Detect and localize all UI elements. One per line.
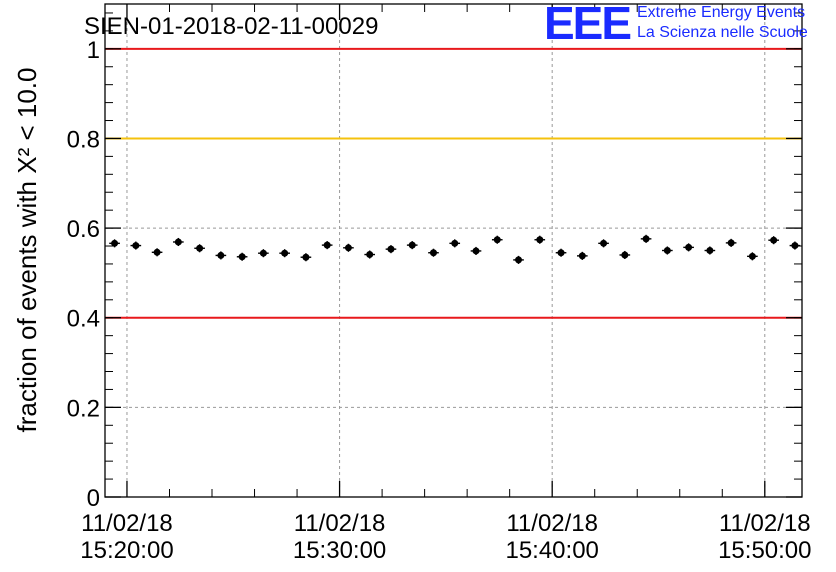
data-point — [259, 249, 267, 257]
data-points — [109, 234, 801, 264]
x-tick-label-date: 11/02/18 — [719, 510, 811, 537]
reference-lines — [105, 47, 802, 319]
eee-logo-mark: EEE — [544, 0, 632, 49]
data-point — [281, 249, 289, 257]
y-tick-label: 0.8 — [67, 126, 100, 153]
data-point — [217, 251, 225, 259]
data-point — [663, 247, 671, 254]
y-tick-label: 0.4 — [67, 306, 100, 333]
data-point — [408, 241, 416, 249]
data-point — [578, 252, 586, 260]
chart-title: SIEN-01-2018-02-11-00029 — [84, 13, 378, 40]
data-point — [770, 236, 778, 244]
plot-frame — [104, 3, 803, 498]
data-point — [642, 235, 650, 243]
data-point — [153, 248, 161, 256]
data-point — [536, 236, 544, 244]
data-point — [302, 253, 310, 261]
x-tick-label-time: 15:40:00 — [505, 537, 598, 564]
eee-logo: EEE Extreme Energy Events La Scienza nel… — [544, 0, 834, 49]
data-point — [451, 239, 459, 247]
y-tick-label: 0.6 — [67, 216, 100, 243]
logo-line-2: La Scienza nelle Scuole — [637, 24, 808, 41]
data-point — [600, 239, 608, 247]
data-point — [344, 244, 352, 252]
x-tick-label-time: 15:30:00 — [293, 537, 386, 564]
data-point — [706, 247, 714, 254]
data-point — [366, 251, 374, 259]
x-tick-label-date: 11/02/18 — [294, 510, 386, 537]
data-point — [196, 244, 204, 252]
data-point — [387, 245, 395, 253]
x-tick-label-date: 11/02/18 — [81, 510, 173, 537]
data-point — [515, 256, 523, 264]
data-point — [132, 242, 140, 250]
data-point — [685, 243, 693, 251]
data-point — [493, 236, 501, 244]
data-point — [174, 238, 182, 246]
y-tick-label: 1 — [87, 37, 100, 64]
logo-line-1: Extreme Energy Events — [637, 4, 806, 21]
x-tick-label-time: 15:20:00 — [80, 537, 173, 564]
data-point — [557, 249, 565, 257]
data-point — [238, 253, 246, 261]
data-point — [429, 249, 437, 257]
data-point — [748, 252, 756, 260]
y-tick-label: 0 — [87, 485, 100, 512]
data-point — [323, 241, 331, 249]
data-point — [472, 247, 480, 255]
data-point — [621, 251, 629, 259]
x-tick-label-time: 15:50:00 — [718, 537, 811, 564]
x-tick-label-date: 11/02/18 — [506, 510, 598, 537]
y-tick-label: 0.2 — [67, 395, 100, 422]
data-point — [111, 239, 119, 247]
data-point — [727, 239, 735, 247]
axes: 00.20.40.60.8111/02/1815:20:0011/02/1815… — [67, 4, 812, 564]
y-axis-label: fraction of events with X² < 10.0 — [12, 68, 42, 433]
